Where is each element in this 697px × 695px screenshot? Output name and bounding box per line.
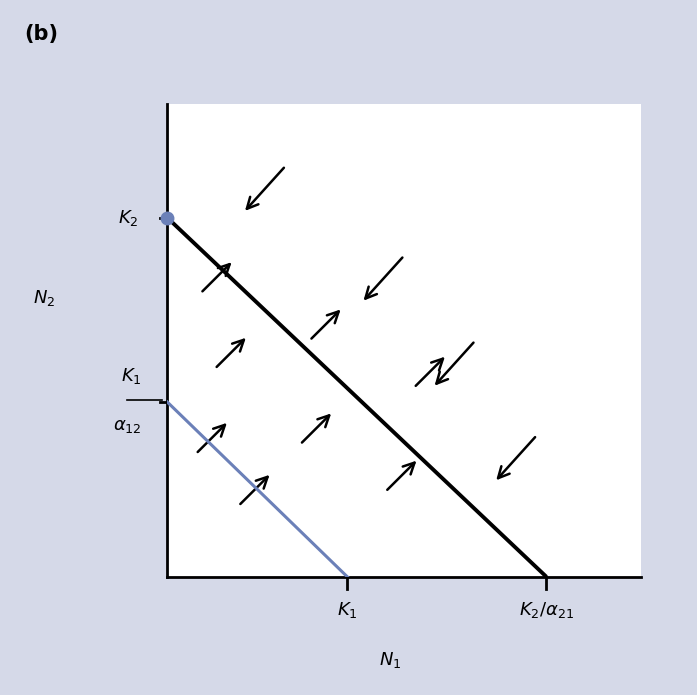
Text: $\alpha_{12}$: $\alpha_{12}$ <box>113 416 141 434</box>
Text: $K_2/\alpha_{21}$: $K_2/\alpha_{21}$ <box>519 600 574 621</box>
Text: $N_2$: $N_2$ <box>33 288 55 308</box>
Text: $K_1$: $K_1$ <box>337 600 358 621</box>
Text: $K_1$: $K_1$ <box>121 366 141 386</box>
Text: (b): (b) <box>24 24 59 44</box>
Text: $N_1$: $N_1$ <box>379 650 401 670</box>
Text: $K_2$: $K_2$ <box>118 208 139 228</box>
